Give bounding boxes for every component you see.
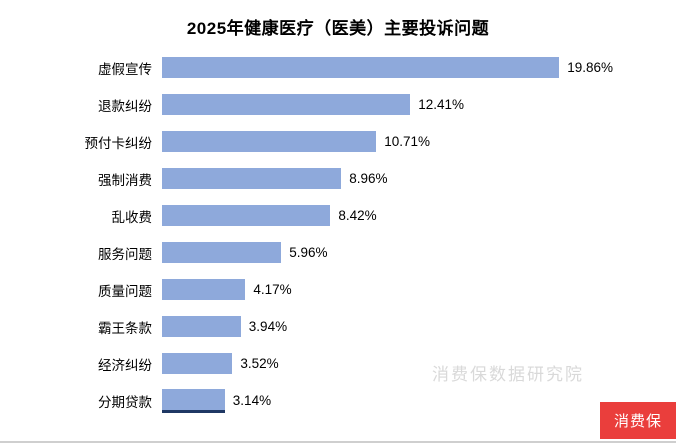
bar <box>162 316 241 337</box>
value-label: 12.41% <box>418 97 464 112</box>
bar <box>162 168 342 189</box>
category-label: 退款纠纷 <box>98 98 152 114</box>
category-label: 服务问题 <box>98 246 152 262</box>
bar-area: 3.52% <box>162 353 676 374</box>
bar <box>162 353 233 374</box>
category-label: 乱收费 <box>111 209 153 225</box>
bar-row: 乱收费 8.42% <box>0 197 676 234</box>
category-label: 虚假宣传 <box>98 61 152 77</box>
value-label: 19.86% <box>567 60 613 75</box>
bar-row: 强制消费 8.96% <box>0 160 676 197</box>
bar-area: 4.17% <box>162 279 676 300</box>
category-label: 强制消费 <box>98 172 152 188</box>
bar-area: 10.71% <box>162 131 676 152</box>
bar-area: 3.14% <box>162 388 676 413</box>
category-label: 质量问题 <box>98 283 152 299</box>
value-label: 8.42% <box>338 208 377 223</box>
bar-area: 5.96% <box>162 242 676 263</box>
bar-row: 霸王条款 3.94% <box>0 308 676 345</box>
bar-row: 分期贷款 3.14% <box>0 382 676 419</box>
value-label: 5.96% <box>289 245 328 260</box>
bar-row: 虚假宣传 19.86% <box>0 49 676 86</box>
bar-area: 3.94% <box>162 316 676 337</box>
chart-title: 2025年健康医疗（医美）主要投诉问题 <box>186 19 490 38</box>
bar-area: 12.41% <box>162 94 676 115</box>
bar-area: 8.42% <box>162 205 676 226</box>
bar <box>162 279 246 300</box>
bar <box>162 205 331 226</box>
bar <box>162 131 377 152</box>
brand-badge: 消费保 <box>600 402 676 439</box>
category-label: 分期贷款 <box>98 394 152 410</box>
bar-row: 质量问题 4.17% <box>0 271 676 308</box>
bar-row: 服务问题 5.96% <box>0 234 676 271</box>
bar-row: 预付卡纠纷 10.71% <box>0 123 676 160</box>
bar-area: 8.96% <box>162 168 676 189</box>
value-label: 3.52% <box>240 356 279 371</box>
category-label: 预付卡纠纷 <box>84 135 153 151</box>
bar <box>162 94 411 115</box>
bar <box>162 388 225 413</box>
value-label: 8.96% <box>349 171 388 186</box>
value-label: 4.17% <box>253 282 292 297</box>
value-label: 3.94% <box>248 319 288 334</box>
value-label: 10.71% <box>384 134 430 149</box>
category-label: 霸王条款 <box>98 320 152 336</box>
category-label: 经济纠纷 <box>98 357 152 373</box>
bar-rows: 虚假宣传 19.86% 退款纠纷 12.41% 预付卡纠纷 10.71% 强制消费 8.96%… <box>0 49 676 419</box>
bar <box>162 57 560 78</box>
bar-row: 退款纠纷 12.41% <box>0 86 676 123</box>
bar <box>162 242 282 263</box>
bar-area: 19.86% <box>162 57 676 78</box>
value-label: 3.14% <box>232 393 272 408</box>
bar-chart: 虚假宣传 19.86% 退款纠纷 12.41% 预付卡纠纷 10.71% 强制消费 8.96%… <box>0 49 676 419</box>
bar-row: 经济纠纷 3.52% <box>0 345 676 382</box>
